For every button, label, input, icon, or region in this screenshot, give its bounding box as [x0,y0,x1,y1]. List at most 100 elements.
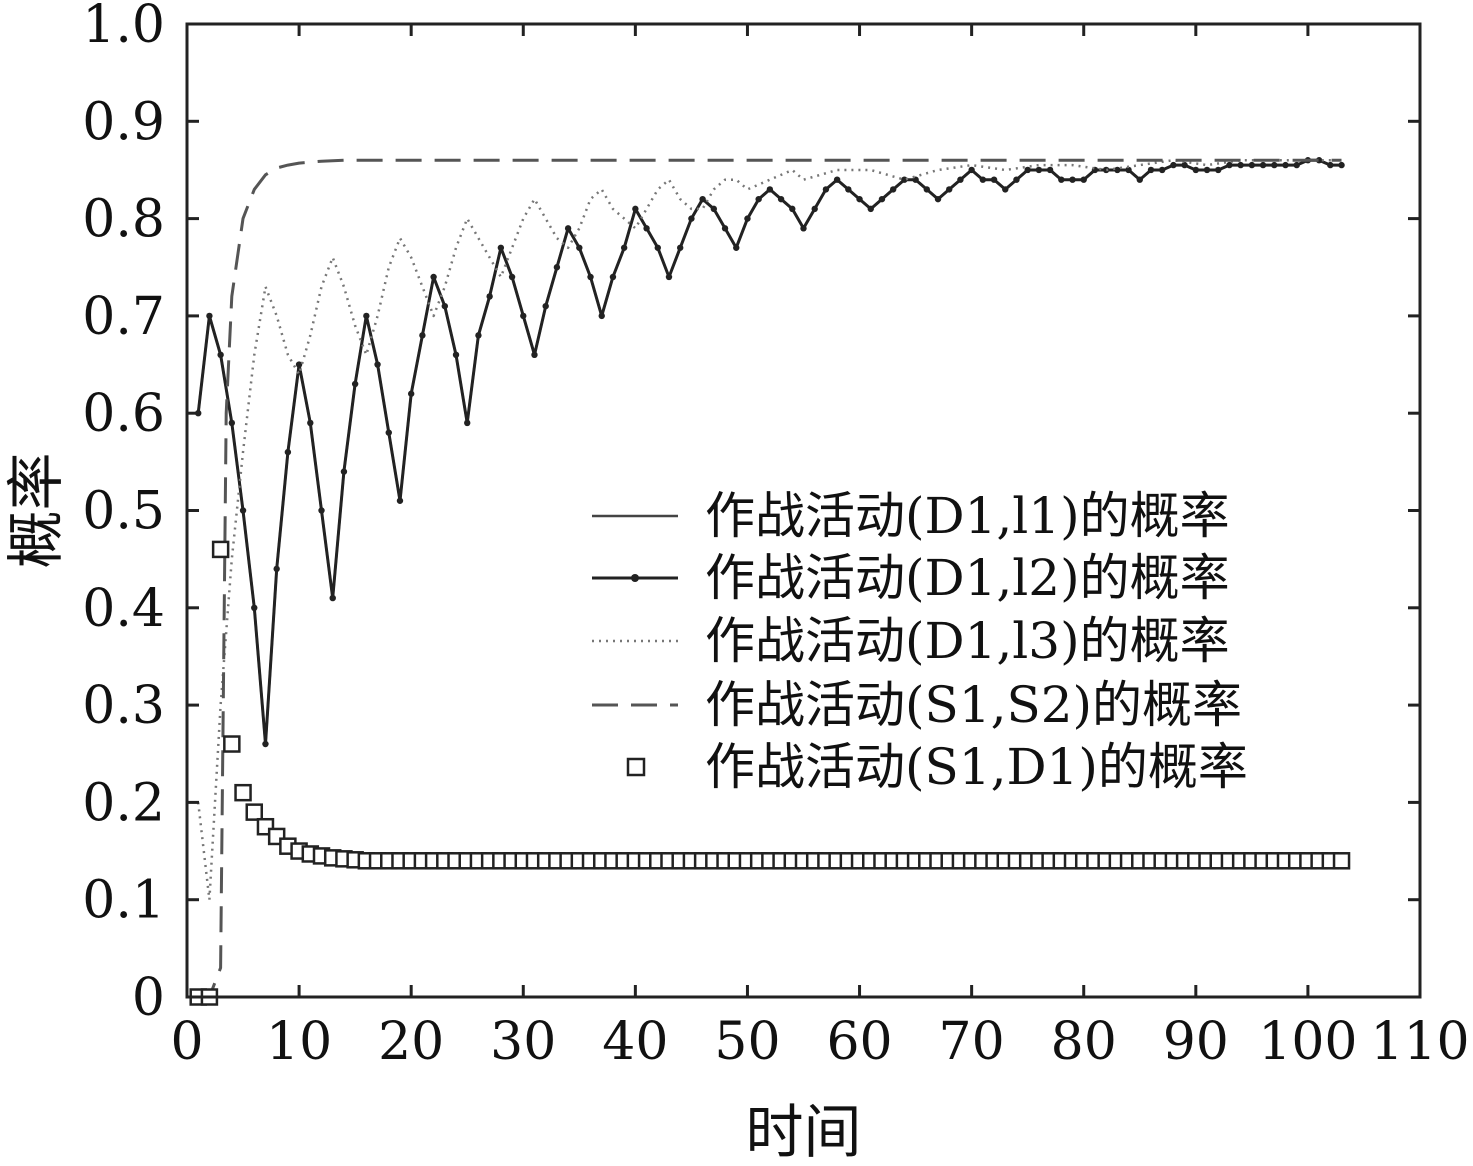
x-tick-label: 80 [1051,1012,1117,1072]
data-point [329,594,336,602]
legend-label: 作战活动(S1,S2)的概率 [705,676,1242,734]
data-point [1181,161,1188,169]
legend-label: 作战活动(S1,D1)的概率 [705,738,1248,796]
series-2 [195,157,1345,748]
legend-swatch [626,757,646,777]
data-point [251,604,258,611]
data-point [497,244,505,251]
data-point [553,264,561,271]
x-tick-label: 70 [939,1012,1005,1072]
data-point [1293,161,1300,169]
data-point [234,783,252,802]
x-axis-title: 时间 [745,1098,861,1166]
data-point [452,351,460,359]
data-point [957,176,964,183]
y-tick-label: 0.9 [82,92,165,152]
data-point [598,312,605,320]
data-point [811,205,818,213]
y-tick-label: 0.2 [82,773,165,833]
data-point [1203,166,1211,174]
data-point [374,361,381,368]
data-point [211,540,230,559]
data-point [239,507,247,514]
data-point [576,244,583,251]
data-point [1046,166,1054,174]
legend-item: 作战活动(D1,l1)的概率 [592,487,1230,545]
y-tick-label: 0 [132,968,165,1028]
data-point [721,225,729,232]
data-point [318,507,325,514]
y-tick-label: 0.8 [82,190,165,250]
x-tick-label: 40 [602,1012,668,1072]
data-point [777,195,785,203]
legend-item: 作战活动(S1,D1)的概率 [626,738,1248,796]
data-point [475,332,482,339]
data-point [1215,166,1222,174]
data-point [223,735,241,753]
data-point [217,351,224,359]
data-point [1002,186,1009,193]
data-point [1192,166,1200,174]
series-line [198,158,1342,999]
data-point [677,244,684,251]
data-point [542,302,549,310]
data-point [923,186,930,193]
y-tick-label: 1.0 [82,0,165,55]
data-point [744,215,751,222]
data-point [990,176,998,183]
data-point [284,448,292,456]
data-point [654,244,661,251]
x-tick-label: 50 [714,1012,780,1072]
data-point [508,273,516,281]
data-point [856,195,863,203]
data-point [845,186,852,193]
data-point [1069,176,1076,183]
data-point [385,429,392,436]
legend-label: 作战活动(D1,l3)的概率 [705,612,1230,670]
data-point [1170,161,1177,169]
y-axis-title: 概率 [2,452,70,568]
data-point [1102,166,1110,174]
data-point [587,273,594,281]
legend-swatch-dot [631,574,639,582]
data-point [688,215,695,222]
data-point [1024,166,1031,174]
data-point [699,195,706,203]
data-point [486,293,493,300]
data-point [340,468,348,475]
data-point [1282,161,1289,169]
data-point [822,186,830,193]
legend-label: 作战活动(D1,l1)的概率 [705,487,1230,545]
x-tick-label: 90 [1163,1012,1229,1072]
data-point [867,205,874,213]
data-point [1114,166,1121,174]
data-point [245,803,264,821]
data-point [531,351,538,359]
data-point [1013,176,1020,183]
data-point [441,302,449,310]
series-5 [189,540,1351,1006]
data-point [273,565,280,573]
series-4 [198,158,1342,999]
x-tick-label: 20 [378,1012,444,1072]
data-point [464,419,471,427]
data-point [1332,852,1351,870]
y-tick-label: 0.4 [82,579,165,639]
data-point [1248,161,1256,169]
data-point [1035,166,1043,174]
data-point [564,225,572,232]
data-point [1136,176,1143,183]
legend: 作战活动(D1,l1)的概率作战活动(D1,l2)的概率作战活动(D1,l3)的… [592,487,1248,796]
axis-ticks: 0 10 20 30 40 50 60 70 80 90 100 110 0 0.1 0.2 0.3 0.4 0.… [82,0,1469,1072]
x-tick-label: 30 [490,1012,556,1072]
data-point [520,312,527,320]
data-point [407,390,415,397]
data-point [979,176,987,183]
data-point [1147,166,1155,174]
data-point [1226,161,1233,169]
data-point [643,225,650,232]
data-point [800,225,807,232]
data-point [620,244,628,251]
y-tick-label: 0.6 [82,384,165,444]
data-point [968,166,975,174]
